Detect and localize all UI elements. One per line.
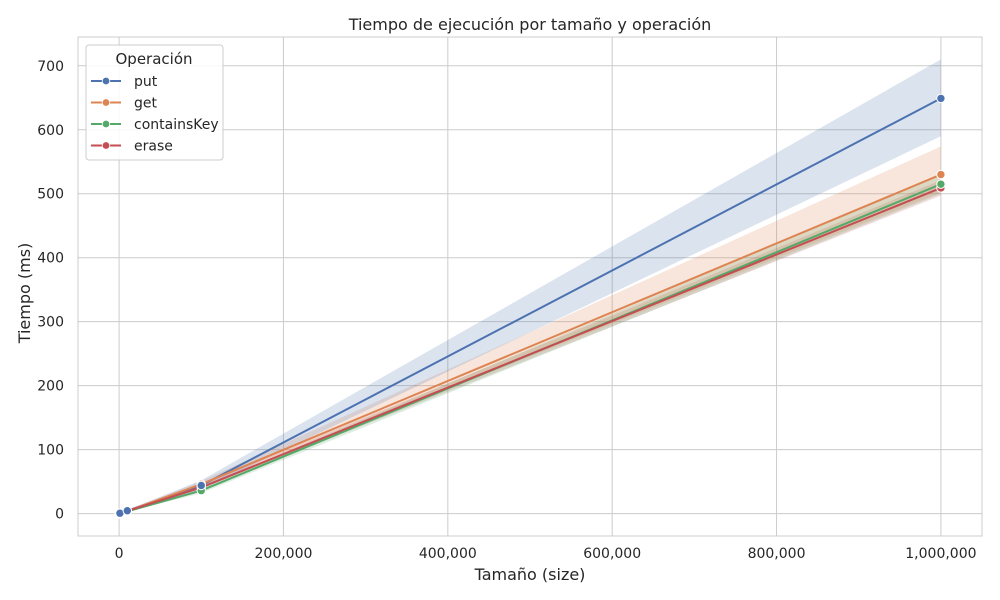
grid-lines [78,37,982,536]
legend-box [85,44,224,161]
data-point-put [936,93,946,104]
y-tick-label: 600 [37,123,64,139]
legend-label-containsKey: containsKey [134,117,219,133]
x-axis-ticks: 0 200,000 400,000 600,000 800,000 1,000,000 [115,546,977,562]
x-tick-label: 1,000,000 [905,546,976,562]
plot-frame [77,36,983,537]
x-tick-label: 200,000 [255,546,313,562]
y-axis-ticks: 0 100 200 300 400 500 600 700 [37,59,64,523]
data-point-get [936,169,946,180]
y-tick-label: 500 [37,187,64,203]
x-tick-label: 400,000 [419,546,477,562]
legend-label-erase: erase [134,139,173,155]
x-axis-title: Tamaño (size) [474,565,586,584]
legend-marker-containsKey [101,119,111,129]
legend-title: Operación [115,50,192,68]
series-points [114,93,946,519]
plot-background [78,37,982,536]
data-point-containsKey [936,179,946,189]
y-tick-label: 700 [37,59,64,75]
legend-marker-get [101,98,111,107]
y-tick-label: 200 [37,379,64,395]
x-tick-label: 800,000 [748,546,806,562]
y-tick-label: 300 [37,315,64,331]
legend-marker-put [101,76,111,86]
plot-area [77,36,983,537]
legend-items: put get containsKey erase [91,74,219,155]
legend-label-get: get [134,96,158,112]
y-tick-label: 100 [37,443,64,459]
chart-title: Tiempo de ejecución por tamaño y operaci… [348,15,712,34]
legend: Operación put get containsKey erase [85,44,224,161]
data-point-put [196,480,206,491]
y-tick-label: 0 [55,507,64,523]
y-tick-label: 400 [37,251,64,267]
y-axis-title: Tiempo (ms) [15,243,34,345]
legend-marker-erase [101,141,111,150]
data-point-put [122,506,133,516]
x-tick-label: 0 [115,546,124,562]
x-tick-label: 600,000 [583,546,641,562]
legend-label-put: put [134,74,158,90]
